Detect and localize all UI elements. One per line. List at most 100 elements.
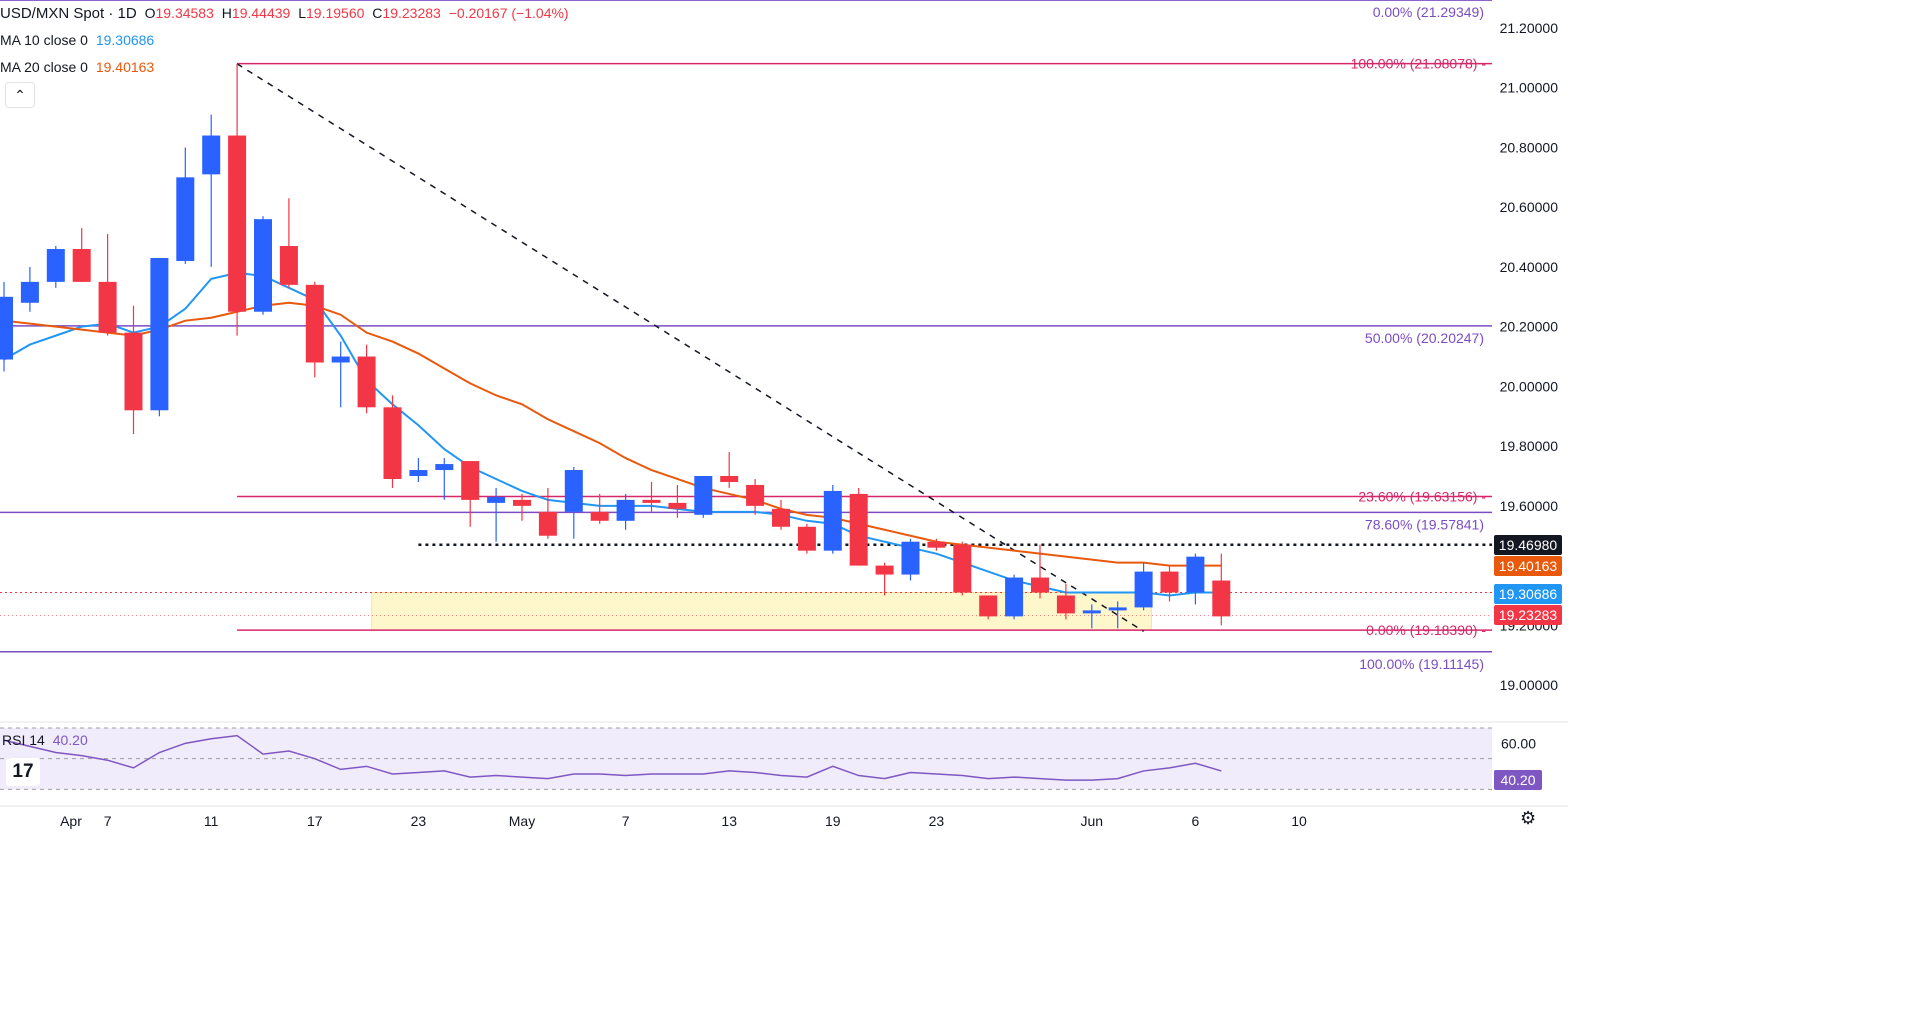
- candle-down[interactable]: [720, 476, 739, 482]
- candle-up[interactable]: [0, 296, 13, 360]
- candle-up[interactable]: [564, 470, 583, 512]
- fib-level-label: 50.00% (20.20247): [1365, 330, 1484, 346]
- candle-up[interactable]: [1005, 577, 1024, 617]
- candle-down[interactable]: [1160, 571, 1179, 593]
- price-chart[interactable]: 0.00% (21.29349) 100.00% (21.08078) - 50.0…: [0, 0, 1568, 839]
- candle-up[interactable]: [150, 257, 169, 411]
- candle-up[interactable]: [1186, 556, 1205, 593]
- fib-level-label: 78.60% (19.57841): [1365, 516, 1484, 532]
- price-tag-label: 19.40163: [1499, 558, 1558, 574]
- tradingview-logo[interactable]: 17: [6, 758, 40, 786]
- candle-down[interactable]: [1212, 580, 1231, 617]
- candle-up[interactable]: [1134, 571, 1153, 608]
- candle-down[interactable]: [305, 284, 324, 363]
- candle-up[interactable]: [202, 135, 221, 175]
- y-axis-tick-label: 20.20000: [1500, 319, 1559, 335]
- candle-up[interactable]: [176, 177, 195, 261]
- candle-up[interactable]: [616, 499, 635, 521]
- candle-up[interactable]: [901, 541, 920, 575]
- candle-up[interactable]: [694, 476, 713, 515]
- candle-down[interactable]: [590, 511, 609, 521]
- candle-down[interactable]: [979, 595, 998, 617]
- chevron-up-icon: ⌃: [14, 87, 26, 103]
- gear-icon[interactable]: ⚙: [1520, 808, 1537, 828]
- candle-down[interactable]: [953, 544, 972, 593]
- price-tag-label: 19.46980: [1499, 537, 1558, 553]
- y-axis-tick-label: 20.00000: [1500, 378, 1559, 394]
- candle-down[interactable]: [849, 493, 868, 566]
- candle-up[interactable]: [20, 281, 39, 303]
- ohlc-close: C19.23283: [372, 5, 441, 21]
- y-axis-tick-label: 20.60000: [1500, 199, 1559, 215]
- x-axis-tick-label: 17: [307, 813, 323, 829]
- fib-level-label: 0.00% (19.18390) -: [1366, 622, 1486, 638]
- candle-down[interactable]: [642, 499, 661, 503]
- ma10-label: MA 10 close 0: [0, 32, 88, 48]
- consolidation-zone: [371, 591, 1152, 631]
- candle-down[interactable]: [538, 511, 557, 536]
- candle-up[interactable]: [823, 490, 842, 551]
- candle-down[interactable]: [513, 499, 531, 506]
- y-axis-tick-label: 21.00000: [1500, 80, 1559, 96]
- price-tag-label: 19.30686: [1499, 586, 1558, 602]
- x-axis-tick-label: 23: [929, 813, 945, 829]
- candle-down[interactable]: [461, 461, 480, 500]
- x-axis-tick-label: 7: [622, 813, 630, 829]
- candle-down[interactable]: [98, 281, 117, 333]
- fib-level-label: 100.00% (19.11145): [1359, 656, 1484, 672]
- ohlc-high: H19.44439: [221, 5, 291, 21]
- x-axis-tick-label: 19: [825, 813, 841, 829]
- candle-down[interactable]: [875, 565, 894, 575]
- candle-down[interactable]: [1031, 577, 1049, 593]
- symbol-title[interactable]: USD/MXN Spot · 1D: [0, 5, 137, 22]
- x-axis-tick-label: May: [509, 813, 535, 829]
- candle-down[interactable]: [124, 332, 143, 411]
- y-axis-tick-label: 19.60000: [1500, 498, 1559, 514]
- x-axis-tick-label: 10: [1291, 813, 1307, 829]
- candle-up[interactable]: [331, 356, 350, 363]
- collapse-legend-button[interactable]: ⌃: [5, 82, 35, 108]
- candle-up[interactable]: [435, 464, 454, 471]
- candle-down[interactable]: [72, 249, 91, 282]
- rsi-legend[interactable]: RSI 14 40.20: [2, 731, 92, 749]
- candle-down[interactable]: [357, 356, 376, 408]
- candle-up[interactable]: [487, 496, 506, 503]
- price-tag-label: 19.23283: [1499, 607, 1558, 623]
- rsi-tag-label: 40.20: [1500, 772, 1535, 788]
- rsi-tag: [1494, 770, 1542, 790]
- candle-up[interactable]: [1082, 610, 1101, 614]
- fib-level-label: 23.60% (19.63156) -: [1358, 488, 1486, 504]
- candle-up[interactable]: [254, 219, 272, 312]
- ma20-legend[interactable]: MA 20 close 0 19.40163: [0, 58, 158, 76]
- ohlc-open: O19.34583: [144, 5, 214, 21]
- x-axis-tick-label: 7: [104, 813, 112, 829]
- ma20-line[interactable]: [3, 301, 1222, 567]
- y-axis-tick-label: 19.00000: [1500, 677, 1559, 693]
- candle-down[interactable]: [746, 484, 765, 506]
- descending-trendline[interactable]: [236, 63, 1144, 632]
- ma20-label: MA 20 close 0: [0, 59, 88, 75]
- candle-down[interactable]: [1056, 595, 1075, 614]
- candle-down[interactable]: [797, 526, 816, 551]
- x-axis-tick-label: 6: [1192, 813, 1200, 829]
- ma10-value: 19.30686: [95, 32, 155, 48]
- rsi-value-label: 40.20: [52, 732, 88, 748]
- x-axis-tick-label: 13: [721, 813, 737, 829]
- candle-down[interactable]: [228, 135, 247, 312]
- candle-down[interactable]: [383, 407, 402, 479]
- rsi-line[interactable]: [3, 734, 1222, 781]
- candle-down[interactable]: [927, 541, 946, 548]
- y-axis-tick-label: 21.20000: [1500, 20, 1559, 36]
- x-axis-tick-label: 23: [411, 813, 427, 829]
- candle-down[interactable]: [772, 508, 790, 527]
- x-axis-tick-label: 11: [204, 813, 219, 829]
- candle-down[interactable]: [279, 246, 298, 285]
- ma10-legend[interactable]: MA 10 close 0 19.30686: [0, 31, 158, 49]
- candle-up[interactable]: [1108, 607, 1127, 611]
- candle-down[interactable]: [668, 502, 687, 509]
- candle-up[interactable]: [46, 249, 65, 282]
- candle-up[interactable]: [409, 470, 428, 476]
- rsi-label: RSI 14: [2, 732, 45, 748]
- y-axis-tick-label: 20.40000: [1500, 259, 1559, 275]
- rsi-axis-tick-label: 60.00: [1501, 735, 1536, 751]
